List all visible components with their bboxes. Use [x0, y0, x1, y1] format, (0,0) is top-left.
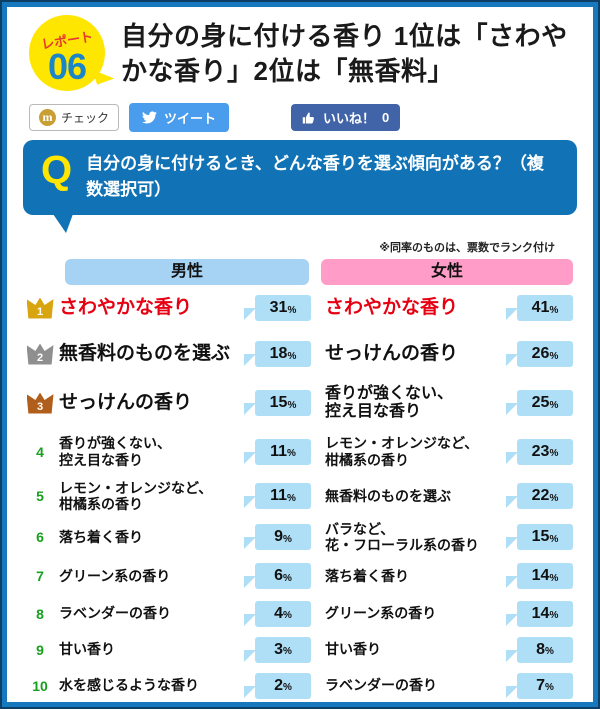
- percent-bubble: 11%: [244, 438, 311, 465]
- mixi-icon: m: [39, 109, 56, 126]
- percent-bubble: 15%: [244, 390, 311, 416]
- rank-2-crown-icon: 2: [21, 343, 59, 365]
- rank-number: 5: [36, 488, 44, 504]
- rank-number: 10: [32, 677, 48, 694]
- thumbs-up-icon: [302, 111, 316, 125]
- percent-bubble: 2%: [244, 672, 311, 699]
- percent-bubble: 26%: [506, 341, 573, 367]
- fragrance-label: ラベンダーの香り: [325, 677, 437, 694]
- women-column-header: 女性: [321, 259, 573, 285]
- men-rank-row-4: 4 香りが強くない、 控え目な香り 11%: [21, 428, 311, 475]
- men-rank-row-3: 3 せっけんの香り 15%: [21, 378, 311, 428]
- rank-1-crown-icon: 1: [21, 297, 59, 319]
- percent-bubble: 15%: [506, 524, 573, 550]
- fragrance-label: 落ち着く香り: [325, 567, 409, 584]
- percent-bubble: 3%: [244, 636, 311, 663]
- question-box: Q 自分の身に付けるとき、どんな香りを選ぶ傾向がある？（複数選択可）: [23, 140, 577, 233]
- ranking-note: ※同率のものは、票数でランク付け: [379, 242, 555, 254]
- percent-bubble: 11%: [244, 483, 311, 509]
- men-rank-row-7: 7 グリーン系の香り 6%: [21, 557, 311, 595]
- women-rank-row-5: 無香料のものを選ぶ 22%: [317, 475, 583, 517]
- percent-bubble: 14%: [506, 600, 573, 627]
- fragrance-label: グリーン系の香り: [59, 567, 171, 584]
- fragrance-label: バラなど、 花・フローラル系の香り: [325, 520, 479, 553]
- women-rank-row-7: 落ち着く香り 14%: [317, 557, 583, 595]
- like-count: 0: [382, 110, 390, 125]
- report-content: レポート 06 自分の身に付ける香り 1位は「さわやかな香り」2位は「無香料」 …: [7, 7, 593, 702]
- rank-number: 7: [36, 568, 44, 584]
- fragrance-label: さわやかな香り: [59, 297, 193, 319]
- percent-bubble: 4%: [244, 600, 311, 627]
- social-buttons: m チェック ツイート いいね！ 0: [29, 103, 581, 132]
- fragrance-label: 香りが強くない、 控え目な香り: [59, 435, 171, 468]
- men-rank-row-5: 5 レモン・オレンジなど、 柑橘系の香り 11%: [21, 475, 311, 517]
- fragrance-label: グリーン系の香り: [325, 605, 437, 622]
- fragrance-label: レモン・オレンジなど、 柑橘系の香り: [325, 435, 479, 468]
- question-text: 自分の身に付けるとき、どんな香りを選ぶ傾向がある？（複数選択可）: [86, 154, 544, 199]
- men-rank-row-2: 2 無香料のものを選ぶ 18%: [21, 330, 311, 378]
- percent-bubble: 6%: [244, 563, 311, 589]
- page-title: 自分の身に付ける香り 1位は「さわやかな香り」2位は「無香料」: [121, 21, 568, 87]
- women-rank-row-6: バラなど、 花・フローラル系の香り 15%: [317, 517, 583, 557]
- fragrance-label: 無香料のものを選ぶ: [59, 343, 231, 365]
- fragrance-label: レモン・オレンジなど、 柑橘系の香り: [59, 479, 213, 512]
- women-rank-row-9: 甘い香り 8%: [317, 632, 583, 667]
- men-rank-row-9: 9 甘い香り 3%: [21, 632, 311, 667]
- twitter-bird-icon: [142, 111, 157, 124]
- percent-bubble: 7%: [506, 672, 573, 699]
- fragrance-label: さわやかな香り: [325, 297, 459, 319]
- percent-bubble: 41%: [506, 295, 573, 321]
- mixi-check-label: チェック: [61, 111, 110, 125]
- men-rank-row-1: 1 さわやかな香り 31%: [21, 286, 311, 330]
- fragrance-label: せっけんの香り: [59, 392, 193, 414]
- fragrance-label: 落ち着く香り: [59, 528, 143, 545]
- badge-number: 06: [47, 46, 87, 87]
- percent-bubble: 9%: [244, 524, 311, 550]
- fragrance-label: せっけんの香り: [325, 343, 459, 365]
- tweet-label: ツイート: [164, 111, 217, 126]
- tweet-button[interactable]: ツイート: [129, 103, 230, 132]
- women-rank-row-3: 香りが強くない、 控え目な香り 25%: [317, 378, 583, 428]
- report-header: レポート 06 自分の身に付ける香り 1位は「さわやかな香り」2位は「無香料」: [19, 11, 581, 91]
- facebook-like-button[interactable]: いいね！ 0: [291, 104, 401, 131]
- mixi-check-button[interactable]: m チェック: [29, 104, 120, 131]
- rank-3-crown-icon: 3: [21, 392, 59, 414]
- like-label: いいね！: [323, 111, 376, 126]
- report-number-badge: レポート 06: [29, 15, 115, 91]
- men-rank-row-6: 6 落ち着く香り 9%: [21, 517, 311, 557]
- women-rank-row-1: さわやかな香り 41%: [317, 286, 583, 330]
- men-column-header: 男性: [65, 259, 309, 285]
- fragrance-label: 無香料のものを選ぶ: [325, 487, 451, 504]
- men-rank-row-10: 10 水を感じるような香り 2%: [21, 667, 311, 702]
- percent-bubble: 14%: [506, 563, 573, 589]
- question-box-tail: [53, 214, 73, 233]
- women-rank-row-4: レモン・オレンジなど、 柑橘系の香り 23%: [317, 428, 583, 475]
- women-rank-row-8: グリーン系の香り 14%: [317, 595, 583, 632]
- fragrance-label: 甘い香り: [59, 641, 115, 658]
- women-rank-row-2: せっけんの香り 26%: [317, 330, 583, 378]
- rank-number: 8: [36, 605, 44, 622]
- fragrance-label: 水を感じるような香り: [59, 677, 199, 694]
- percent-bubble: 31%: [244, 295, 311, 321]
- percent-bubble: 18%: [244, 341, 311, 367]
- rank-number: 4: [36, 443, 44, 460]
- percent-bubble: 22%: [506, 483, 573, 509]
- rank-number: 6: [36, 529, 44, 545]
- fragrance-label: 甘い香り: [325, 641, 381, 658]
- women-rank-row-10: ラベンダーの香り 7%: [317, 667, 583, 702]
- fragrance-label: 香りが強くない、 控え目な香り: [325, 384, 454, 420]
- men-rank-row-8: 8 ラベンダーの香り 4%: [21, 595, 311, 632]
- ranking-table: 男性 女性 1 さわやかな香り 31% さわやかな香り 41% 2 無香料のもの…: [21, 258, 581, 702]
- fragrance-label: ラベンダーの香り: [59, 605, 171, 622]
- percent-bubble: 23%: [506, 438, 573, 465]
- rank-number: 9: [36, 641, 44, 658]
- percent-bubble: 8%: [506, 636, 573, 663]
- q-icon: Q: [41, 148, 73, 192]
- percent-bubble: 25%: [506, 390, 573, 416]
